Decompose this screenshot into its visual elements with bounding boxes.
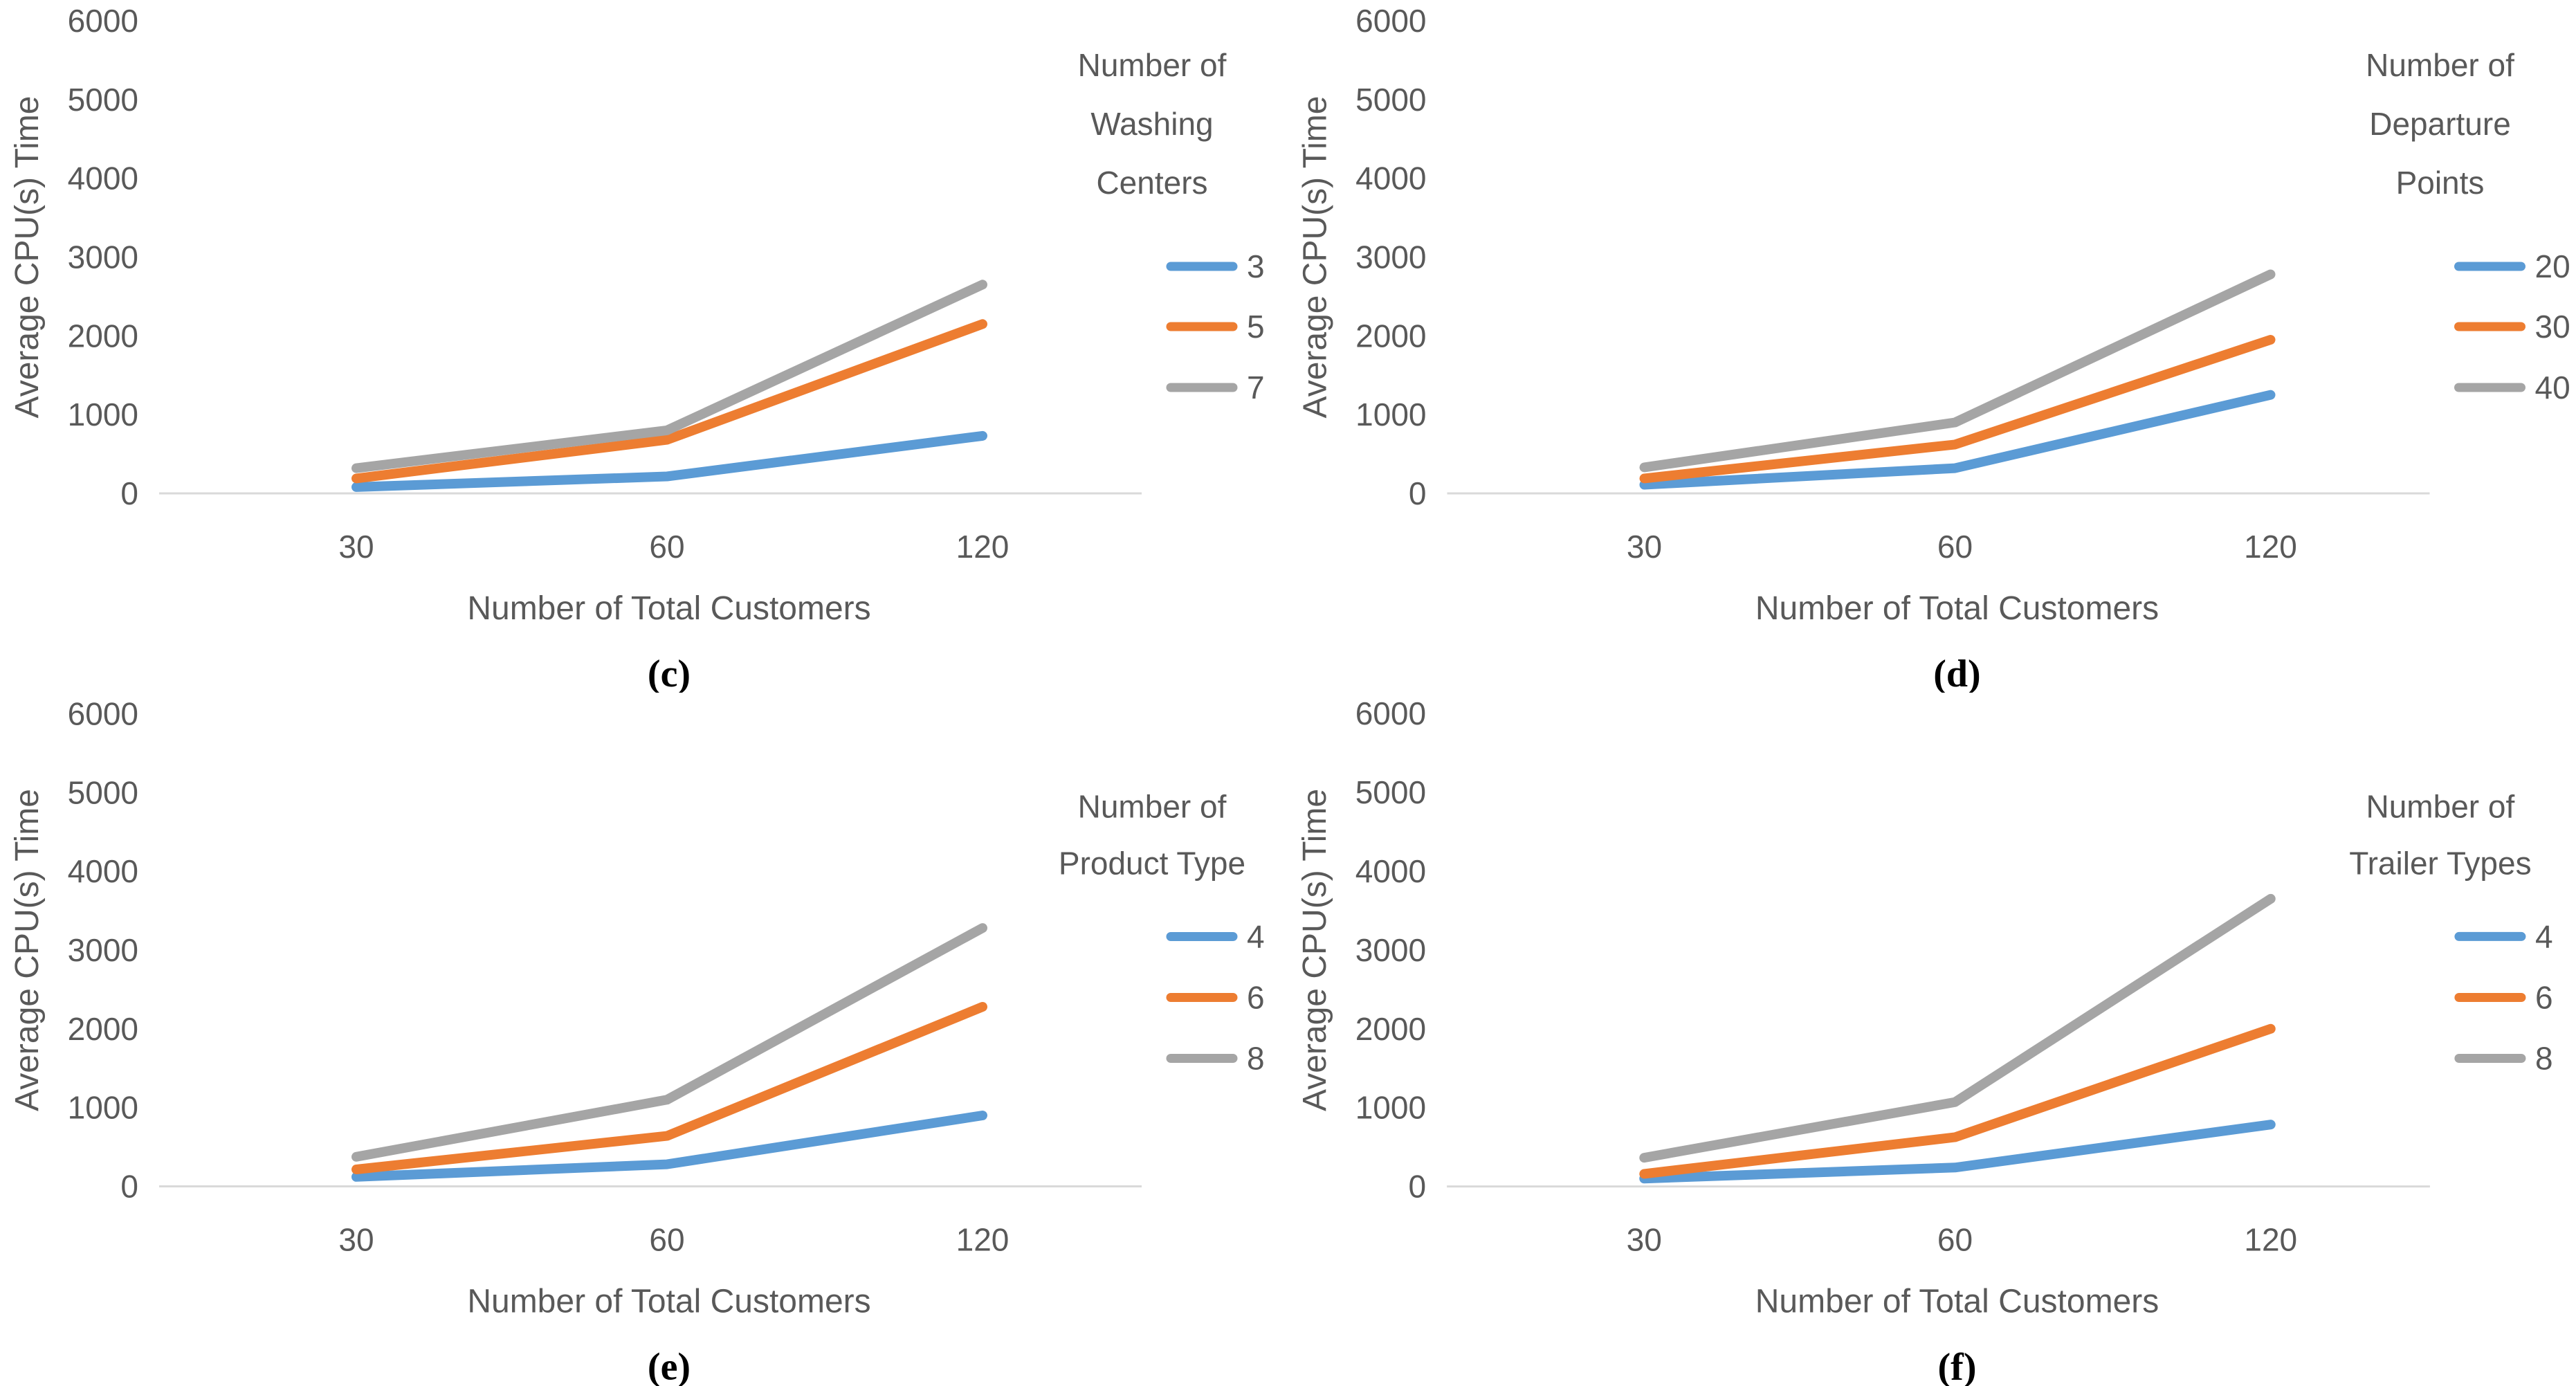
y-tick-label: 6000 xyxy=(68,3,138,39)
y-tick-label: 3000 xyxy=(1355,239,1426,275)
legend-entry-label: 8 xyxy=(1247,1041,1265,1077)
panel-caption: (f) xyxy=(1938,1346,1977,1386)
x-tick-label: 120 xyxy=(2244,1222,2297,1258)
legend-title-line: Number of xyxy=(1078,789,1227,825)
series-line-20 xyxy=(1639,390,2276,490)
x-tick-label: 60 xyxy=(649,1222,684,1258)
y-tick-label: 0 xyxy=(120,1169,138,1205)
series-line-40 xyxy=(1639,269,2276,473)
y-tick-label: 4000 xyxy=(68,161,138,197)
series-line-4 xyxy=(351,1111,987,1182)
series-line-8 xyxy=(351,923,987,1162)
y-tick-label: 1000 xyxy=(1355,396,1426,432)
y-axis-title: Average CPU(s) Time xyxy=(1297,96,1334,419)
y-tick-label: 6000 xyxy=(1355,3,1426,39)
y-tick-label: 2000 xyxy=(1355,1011,1426,1047)
x-tick-label: 120 xyxy=(956,1222,1010,1258)
series-line-6 xyxy=(351,1002,987,1174)
chart-e: Average CPU(s) Time 0 1000 2000 3000 4000 5000… xyxy=(9,696,1265,1386)
y-axis-title: Average CPU(s) Time xyxy=(1297,789,1333,1111)
chart-c: Average CPU(s) Time 0 1000 2000 3000 4000 5000… xyxy=(9,3,1265,693)
legend-title-line: Number of xyxy=(2366,788,2514,824)
panel-caption: (c) xyxy=(648,653,691,693)
legend-title-line: Product Type xyxy=(1059,846,1245,882)
panel-caption: (d) xyxy=(1933,653,1980,693)
y-tick-label: 5000 xyxy=(1355,774,1426,810)
y-axis-title: Average CPU(s) Time xyxy=(9,789,46,1111)
series-line-3 xyxy=(351,430,987,492)
x-tick-label: 30 xyxy=(1627,529,1662,565)
x-tick-label: 60 xyxy=(1937,529,1973,565)
x-axis-title: Number of Total Customers xyxy=(1755,590,2159,627)
legend-entry-label: 4 xyxy=(2535,918,2553,954)
y-tick-label: 0 xyxy=(1409,475,1427,511)
y-tick-label: 4000 xyxy=(1355,853,1426,889)
series-line-30 xyxy=(1639,335,2276,484)
y-tick-label: 1000 xyxy=(68,1090,138,1126)
legend-title-line: Centers xyxy=(1096,165,1207,201)
y-tick-label: 2000 xyxy=(68,318,138,354)
x-tick-label: 60 xyxy=(649,529,684,565)
y-axis-title: Average CPU(s) Time xyxy=(9,96,46,419)
x-tick-label: 60 xyxy=(1937,1222,1973,1258)
legend-entry-label: 20 xyxy=(2535,248,2570,284)
x-tick-label: 30 xyxy=(1627,1222,1662,1258)
y-tick-label: 2000 xyxy=(68,1011,138,1047)
y-tick-label: 5000 xyxy=(68,774,138,810)
panel-e: Average CPU(s) Time 0 1000 2000 3000 4000 5000… xyxy=(0,693,1288,1386)
y-tick-label: 6000 xyxy=(1355,695,1426,731)
y-tick-label: 3000 xyxy=(68,239,138,275)
legend-entry-label: 4 xyxy=(1247,919,1265,955)
x-axis-title: Number of Total Customers xyxy=(1755,1284,2159,1320)
series-line-7 xyxy=(351,280,987,473)
y-tick-label: 4000 xyxy=(68,853,138,889)
legend-title-line: Washing xyxy=(1090,106,1213,142)
panel-d: Average CPU(s) Time 0 1000 2000 3000 4000 5000… xyxy=(1288,0,2576,693)
series-line-8 xyxy=(1639,893,2276,1163)
legend-title-line: Departure xyxy=(2369,106,2511,142)
x-axis-title: Number of Total Customers xyxy=(467,1284,870,1320)
legend-entry-label: 40 xyxy=(2535,370,2570,405)
y-tick-label: 0 xyxy=(120,475,138,511)
legend-entry-label: 5 xyxy=(1247,309,1265,345)
panel-caption: (e) xyxy=(648,1346,691,1386)
y-tick-label: 3000 xyxy=(68,932,138,968)
chart-f: Average CPU(s) Time 0 1000 2000 3000 4000 5000… xyxy=(1297,695,2553,1386)
y-tick-label: 4000 xyxy=(1355,161,1426,197)
legend-title-line: Trailer Types xyxy=(2349,845,2531,881)
legend-title-line: Points xyxy=(2396,165,2485,201)
y-tick-label: 1000 xyxy=(1355,1090,1426,1126)
x-axis-title: Number of Total Customers xyxy=(467,590,870,627)
legend-entry-label: 6 xyxy=(2535,979,2553,1015)
legend-title-line: Number of xyxy=(1078,47,1227,83)
y-tick-label: 5000 xyxy=(68,82,138,118)
y-tick-label: 0 xyxy=(1409,1169,1427,1205)
panel-f: Average CPU(s) Time 0 1000 2000 3000 4000 5000… xyxy=(1288,693,2576,1386)
chart-d: Average CPU(s) Time 0 1000 2000 3000 4000 5000… xyxy=(1297,3,2570,693)
series-line-6 xyxy=(1639,1023,2276,1179)
x-tick-label: 30 xyxy=(338,1222,374,1258)
legend-entry-label: 8 xyxy=(2535,1041,2553,1077)
y-tick-label: 1000 xyxy=(68,396,138,432)
x-tick-label: 120 xyxy=(2244,529,2297,565)
x-tick-label: 30 xyxy=(338,529,374,565)
legend-title-line: Number of xyxy=(2366,47,2514,83)
panel-c: Average CPU(s) Time 0 1000 2000 3000 4000 5000… xyxy=(0,0,1288,693)
y-tick-label: 6000 xyxy=(68,696,138,732)
y-tick-label: 5000 xyxy=(1355,82,1426,118)
legend-entry-label: 6 xyxy=(1247,980,1265,1016)
series-line-4 xyxy=(1639,1120,2276,1184)
legend-entry-label: 3 xyxy=(1247,248,1265,284)
y-tick-label: 3000 xyxy=(1355,932,1426,968)
legend-entry-label: 30 xyxy=(2535,309,2570,345)
x-tick-label: 120 xyxy=(956,529,1010,565)
legend-entry-label: 7 xyxy=(1247,370,1265,405)
y-tick-label: 2000 xyxy=(1355,318,1426,354)
series-line-5 xyxy=(351,319,987,484)
